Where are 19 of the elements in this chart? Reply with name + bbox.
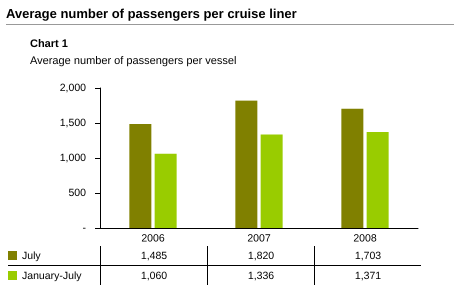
- chart-title: Average number of passengers per cruise liner: [6, 6, 454, 25]
- chart-subtitle: Chart 1: [30, 38, 68, 50]
- legend-label: January-July: [8, 266, 100, 285]
- legend-label: July: [21, 248, 42, 264]
- y-tick-label: 1,000: [60, 152, 86, 164]
- data-label: 1,371: [314, 266, 421, 285]
- data-label: 1,336: [208, 266, 314, 285]
- x-tick-label: 2008: [353, 232, 377, 244]
- y-tick-label: 2,000: [60, 82, 86, 94]
- text: Average number of passengers per vessel: [30, 55, 236, 67]
- data-label: 1,485: [100, 246, 208, 266]
- y-tick-label: 1,500: [60, 117, 86, 129]
- x-tick-label: 2007: [247, 232, 271, 244]
- data-label: 1,703: [314, 246, 421, 266]
- y-tick-label: -: [82, 222, 86, 234]
- x-tick-label: 2006: [141, 232, 165, 244]
- data-label: 1,060: [100, 266, 208, 285]
- y-tick-label: 500: [68, 187, 86, 199]
- data-label: 1,820: [208, 246, 314, 266]
